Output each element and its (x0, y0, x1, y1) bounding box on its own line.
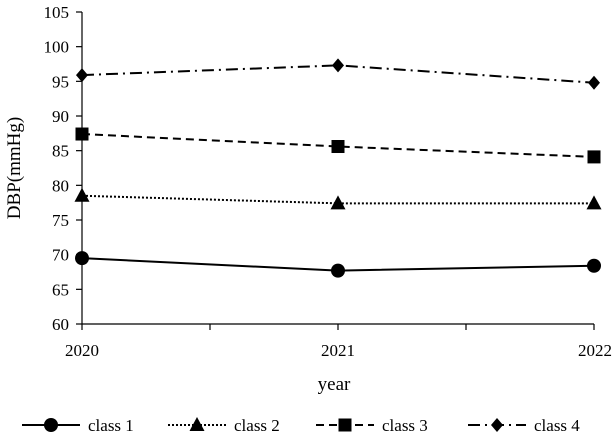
y-tick-label: 60 (52, 315, 69, 334)
legend-label: class 3 (382, 416, 428, 435)
y-tick-label: 105 (44, 3, 70, 22)
series-2-point (586, 195, 602, 210)
legend-item-3: class 3 (316, 416, 428, 435)
series-1-point (587, 258, 601, 273)
series-1 (75, 251, 601, 278)
series-3-point (75, 127, 89, 141)
y-tick-label: 80 (52, 176, 69, 195)
x-tick-label: 2022 (578, 341, 612, 360)
series-4-point (588, 75, 600, 90)
y-ticks: 60 65 70 75 80 85 90 95 100 105 (44, 3, 82, 334)
series-1-point (75, 251, 89, 266)
series-layer (74, 58, 602, 278)
legend-item-1: class 1 (22, 416, 134, 435)
legend-marker (491, 418, 503, 432)
legend-label: class 1 (88, 416, 134, 435)
legend-marker (44, 418, 58, 432)
legend-item-4: class 4 (468, 416, 580, 435)
series-2-point (330, 195, 346, 210)
x-axis-title: year (318, 374, 351, 395)
legend-marker (338, 418, 352, 432)
series-3-point (587, 150, 601, 164)
series-4 (76, 58, 600, 90)
legend-item-2: class 2 (168, 416, 280, 435)
series-3-point (331, 140, 345, 154)
legend: class 1 class 2 class 3 class 4 (22, 416, 580, 435)
y-axis-title: DBP(mmHg) (4, 117, 25, 219)
y-tick-label: 65 (52, 280, 69, 299)
x-tick-label: 2021 (321, 341, 355, 360)
legend-marker (189, 417, 205, 431)
series-4-point (332, 58, 344, 73)
x-tick-label: 2020 (65, 341, 99, 360)
legend-label: class 2 (234, 416, 280, 435)
series-2-point (74, 187, 90, 202)
series-3-line (81, 133, 595, 158)
series-2 (74, 187, 602, 210)
y-tick-label: 100 (44, 38, 70, 57)
y-tick-label: 90 (52, 107, 69, 126)
y-tick-label: 85 (52, 142, 69, 161)
x-ticks: 2020 2021 2022 (65, 324, 612, 360)
y-tick-label: 70 (52, 246, 69, 265)
series-3 (75, 127, 601, 164)
y-tick-label: 95 (52, 72, 69, 91)
series-4-point (76, 68, 88, 83)
y-tick-label: 75 (52, 211, 69, 230)
legend-label: class 4 (534, 416, 580, 435)
series-1-point (331, 263, 345, 278)
